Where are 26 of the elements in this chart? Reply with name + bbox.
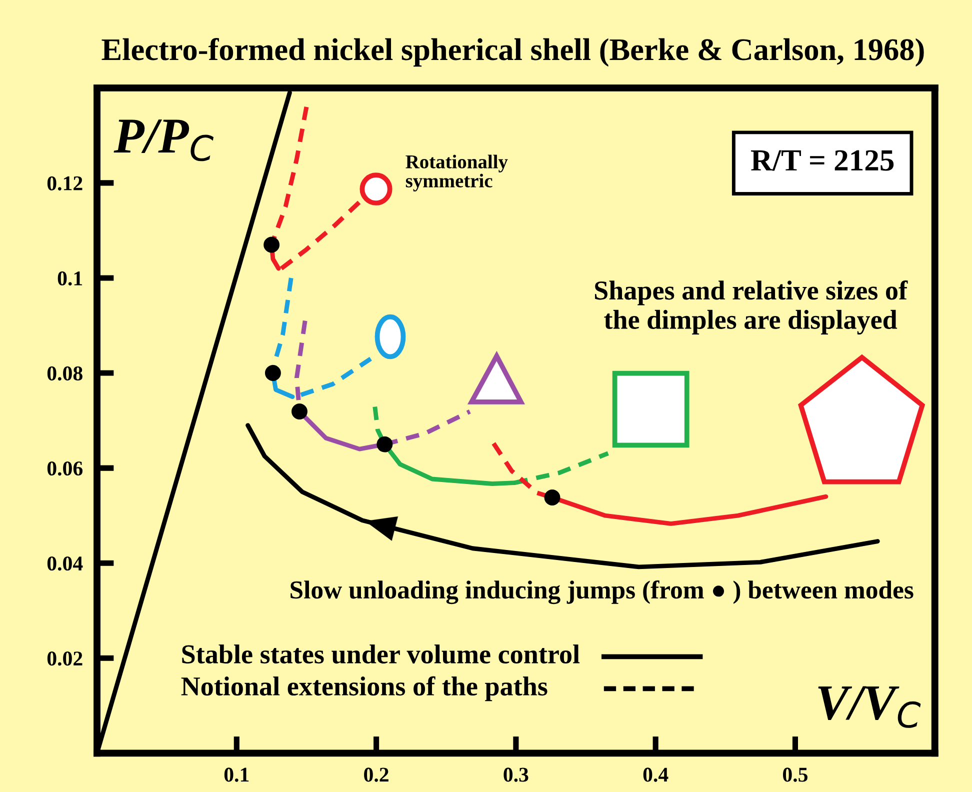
point (292, 404, 308, 420)
x-tick-label: 0.3 (504, 768, 528, 782)
y-tick-label: 0.06 (47, 461, 83, 476)
annotation: Notional extensions of the paths (181, 676, 548, 702)
point (544, 490, 560, 506)
y-tick-label: 0.12 (47, 176, 82, 190)
annotation: R/T = 2125 (751, 150, 894, 171)
point (264, 365, 281, 382)
x-tick-label: 0.1 (224, 768, 249, 782)
y-tick-label: 0.04 (47, 556, 83, 571)
y-tick-label: 0.1 (58, 271, 82, 286)
y-tick-label: 0.02 (47, 652, 82, 666)
point (264, 236, 280, 253)
annotation: Shapes and relative sizes of the dimples are displayed (594, 280, 908, 335)
x-tick-label: 0.4 (643, 768, 668, 782)
annotation: Stable states under volume control (182, 644, 580, 664)
y-axis-title: P/P$_{C}$ (114, 120, 214, 162)
line-series (246, 423, 880, 570)
x-tick-label: 0.2 (364, 768, 388, 782)
chart-title: Electro-formed nickel spherical shell (Berke & Carlson, 1968) (102, 38, 924, 67)
x-tick-label: 0.5 (783, 768, 808, 782)
y-tick-label: 0.08 (47, 366, 82, 381)
x-axis-title: V/V$_{C}$ (818, 686, 921, 728)
point (376, 436, 393, 452)
annotation: Slow unloading inducing jumps (from ● ) between modes (290, 580, 914, 604)
annotation: Rotationally symmetric (406, 154, 508, 192)
